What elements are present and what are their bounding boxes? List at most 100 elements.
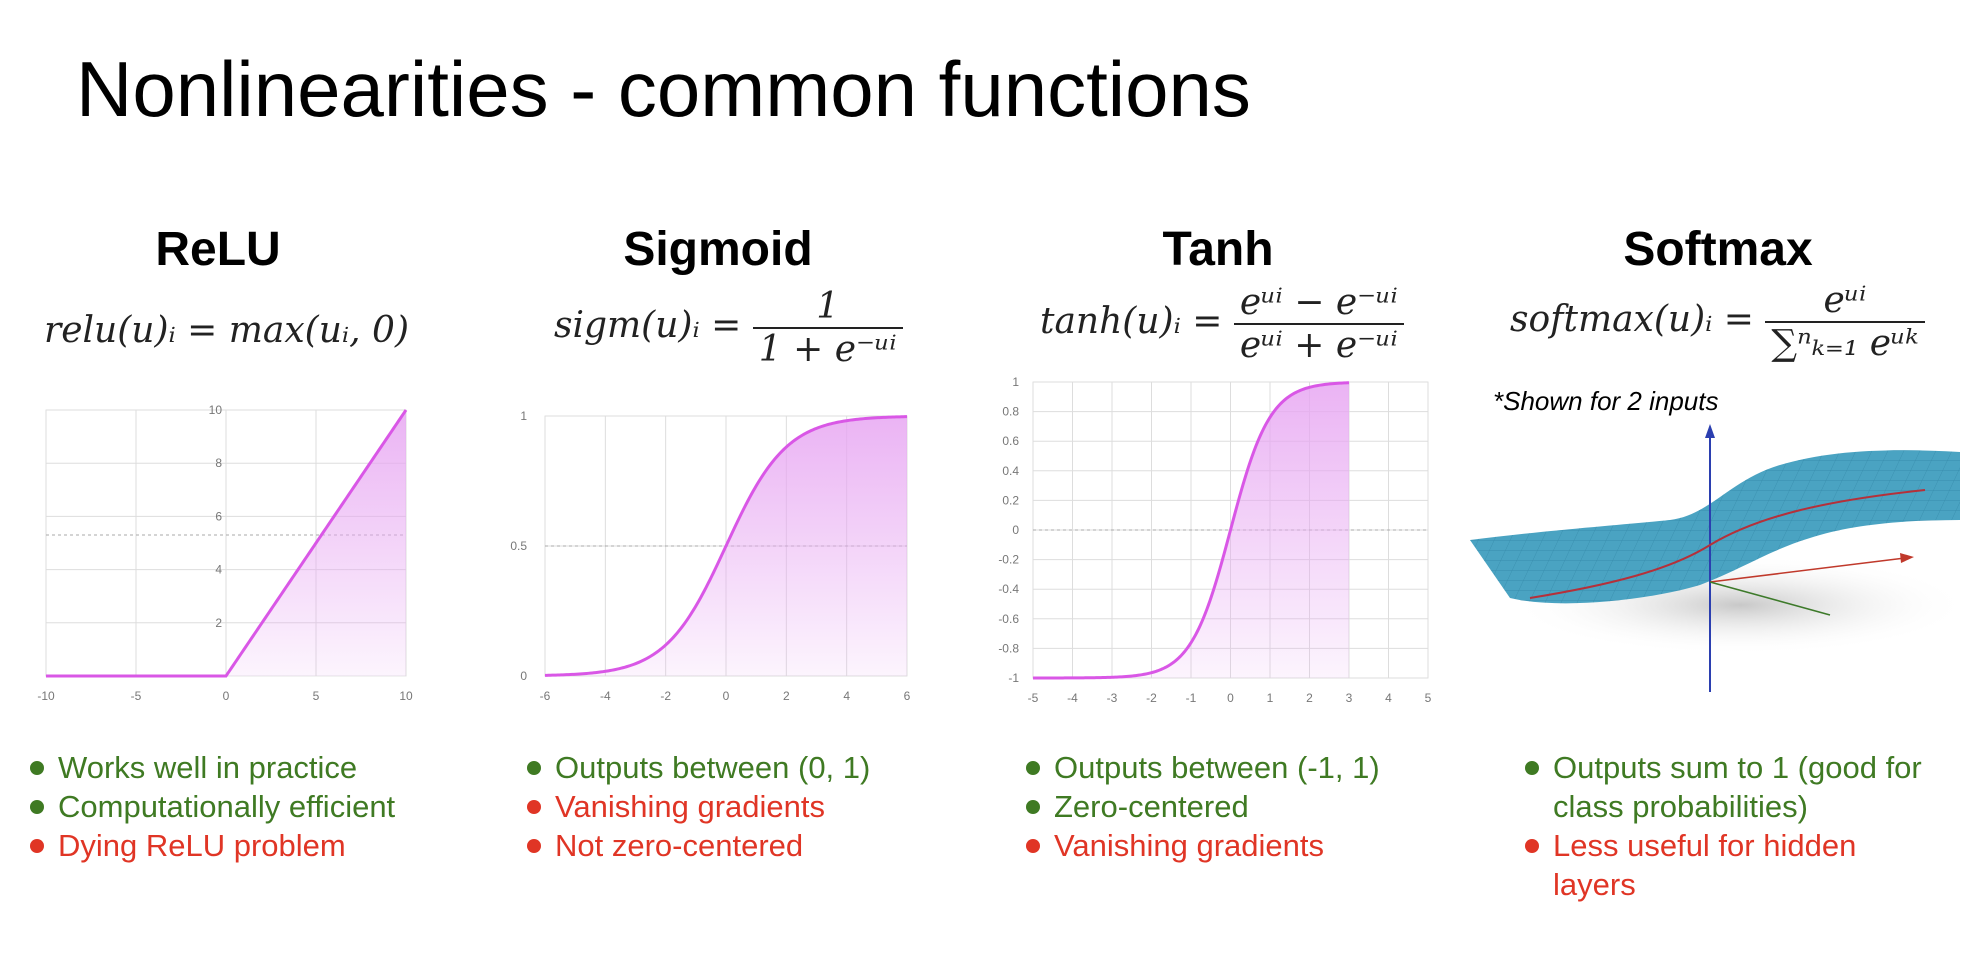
tanh-x-tick-label: -2 xyxy=(1146,691,1157,705)
relu-y-tick-label: 6 xyxy=(215,509,222,523)
softmax-surface-chart xyxy=(1470,424,1960,692)
tanh-y-tick-label: 0.2 xyxy=(1002,493,1019,507)
tanh-formula-lhs: tanh(u)ᵢ = xyxy=(1040,301,1223,342)
bullet-text: Vanishing gradients xyxy=(1054,828,1324,863)
tanh-y-tick-label: -0.6 xyxy=(998,612,1019,626)
relu-bullet-1: Works well in practice xyxy=(28,748,458,787)
tanh-chart: -5 -4 -3 -2 -1 0 1 2 3 4 5 1 0.8 0.6 0.4 0.2 0 -0.2 -0.4 -0… xyxy=(998,375,1432,705)
sigmoid-denominator: 1 + e⁻ᵘⁱ xyxy=(752,327,903,370)
x-axis-arrow xyxy=(1900,553,1914,563)
relu-y-tick-label: 8 xyxy=(215,456,222,470)
tanh-y-tick-label: -0.4 xyxy=(998,582,1019,596)
tanh-y-tick-label: -0.2 xyxy=(998,553,1019,567)
bullet-text: Zero-centered xyxy=(1054,789,1249,824)
tanh-bullets: Outputs between (-1, 1) Zero-centered Va… xyxy=(1024,748,1454,865)
bullet-dot xyxy=(1525,761,1539,775)
sigmoid-fraction: 1 1 + e⁻ᵘⁱ xyxy=(752,286,903,370)
tanh-x-tick-label: -1 xyxy=(1186,691,1197,705)
sigmoid-y-tick-label: 0 xyxy=(520,669,527,683)
bullet-text: Dying ReLU problem xyxy=(58,828,346,863)
softmax-numerator: eᵘⁱ xyxy=(1823,280,1867,321)
softmax-fraction: eᵘⁱ ∑ⁿₖ₌₁ eᵘᵏ xyxy=(1765,280,1925,364)
sigmoid-bullets: Outputs between (0, 1) Vanishing gradien… xyxy=(525,748,955,865)
y-axis xyxy=(1709,581,1831,616)
tanh-x-tick-label: 3 xyxy=(1346,691,1353,705)
tanh-y-tick-label: -0.8 xyxy=(998,641,1019,655)
tanh-area xyxy=(1033,382,1349,678)
bullet-dot xyxy=(30,761,44,775)
tanh-bullet-2: Zero-centered xyxy=(1024,787,1454,826)
tanh-x-tick-label: 2 xyxy=(1306,691,1313,705)
sigmoid-x-tick-label: -6 xyxy=(540,689,551,703)
sigmoid-x-tick-label: 0 xyxy=(723,689,730,703)
bullet-dot xyxy=(527,839,541,853)
sigmoid-x-tick-label: 6 xyxy=(904,689,911,703)
sigmoid-formula: sigm(u)ᵢ = 1 1 + e⁻ᵘⁱ xyxy=(554,286,903,370)
tanh-numerator: eᵘⁱ − e⁻ᵘⁱ xyxy=(1239,282,1398,323)
tanh-denominator: eᵘⁱ + e⁻ᵘⁱ xyxy=(1233,323,1404,366)
relu-formula: relu(u)ᵢ = max(uᵢ, 0) xyxy=(44,310,409,351)
surface-mesh-grid xyxy=(1470,450,1960,604)
relu-x-tick-label: 10 xyxy=(399,689,413,703)
relu-formula-text: relu(u)ᵢ = max(uᵢ, 0) xyxy=(44,310,409,351)
relu-bullet-2: Computationally efficient xyxy=(28,787,458,826)
relu-x-tick-label: -5 xyxy=(131,689,142,703)
tanh-x-tick-label: -4 xyxy=(1067,691,1078,705)
bullet-dot xyxy=(1525,839,1539,853)
x-axis xyxy=(1709,557,1906,583)
bullet-text: Not zero-centered xyxy=(555,828,804,863)
relu-x-tick-label: 5 xyxy=(313,689,320,703)
tanh-y-tick-label: 0.4 xyxy=(1002,464,1019,478)
tanh-bullet-3: Vanishing gradients xyxy=(1024,826,1454,865)
bullet-dot xyxy=(30,800,44,814)
relu-bullets: Works well in practice Computationally e… xyxy=(28,748,458,865)
sigmoid-x-tick-label: 4 xyxy=(843,689,850,703)
z-axis-arrow xyxy=(1705,424,1715,438)
bullet-dot xyxy=(1026,800,1040,814)
sigmoid-numerator: 1 xyxy=(816,286,840,327)
relu-y-tick-label: 2 xyxy=(215,616,222,630)
relu-title: ReLU xyxy=(155,223,281,276)
bullet-text: Less useful for hidden layers xyxy=(1553,828,1857,902)
bullet-dot xyxy=(1026,761,1040,775)
softmax-denominator: ∑ⁿₖ₌₁ eᵘᵏ xyxy=(1765,321,1925,364)
tanh-y-tick-label: 0.8 xyxy=(1002,405,1019,419)
tanh-formula: tanh(u)ᵢ = eᵘⁱ − e⁻ᵘⁱ eᵘⁱ + e⁻ᵘⁱ xyxy=(1040,282,1404,366)
tanh-y-tick-label: -1 xyxy=(1008,671,1019,685)
sigmoid-bullet-3: Not zero-centered xyxy=(525,826,955,865)
relu-y-tick-label: 4 xyxy=(215,563,222,577)
tanh-x-tick-label: 0 xyxy=(1227,691,1234,705)
tanh-y-tick-label: 1 xyxy=(1012,375,1019,389)
bullet-text: Outputs between (-1, 1) xyxy=(1054,750,1380,785)
softmax-formula-lhs: softmax(u)ᵢ = xyxy=(1510,299,1754,340)
sigmoid-chart: -6 -4 -2 0 2 4 6 0 0.5 1 xyxy=(510,409,911,703)
bullet-text: Outputs between (0, 1) xyxy=(555,750,871,785)
sigmoid-x-tick-label: -2 xyxy=(660,689,671,703)
softmax-note: *Shown for 2 inputs xyxy=(1493,386,1719,416)
bullet-text: Vanishing gradients xyxy=(555,789,825,824)
bullet-dot xyxy=(30,839,44,853)
bullet-dot xyxy=(527,800,541,814)
sigmoid-y-tick-label: 1 xyxy=(520,409,527,423)
softmax-bullets: Outputs sum to 1 (good for class probabi… xyxy=(1523,748,1923,904)
tanh-y-tick-label: 0.6 xyxy=(1002,434,1019,448)
relu-chart: -10 -5 0 5 10 2 4 6 8 10 xyxy=(37,403,413,703)
relu-area xyxy=(46,410,406,676)
bullet-dot xyxy=(1026,839,1040,853)
tanh-x-tick-label: 1 xyxy=(1267,691,1274,705)
bullet-text: Computationally efficient xyxy=(58,789,396,824)
tanh-x-tick-label: -3 xyxy=(1107,691,1118,705)
sigmoid-bullet-2: Vanishing gradients xyxy=(525,787,955,826)
sigmoid-formula-lhs: sigm(u)ᵢ = xyxy=(554,305,742,346)
relu-y-tick-label: 10 xyxy=(209,403,223,417)
softmax-title: Softmax xyxy=(1623,223,1813,276)
softmax-bullet-2: Less useful for hidden layers xyxy=(1523,826,1923,904)
sigmoid-x-tick-label: 2 xyxy=(783,689,790,703)
tanh-y-tick-label: 0 xyxy=(1012,523,1019,537)
sigmoid-title: Sigmoid xyxy=(623,223,813,276)
sigmoid-x-tick-label: -4 xyxy=(600,689,611,703)
softmax-formula: softmax(u)ᵢ = eᵘⁱ ∑ⁿₖ₌₁ eᵘᵏ xyxy=(1510,280,1925,364)
tanh-x-tick-label: 5 xyxy=(1425,691,1432,705)
tanh-bullet-1: Outputs between (-1, 1) xyxy=(1024,748,1454,787)
softmax-bullet-1: Outputs sum to 1 (good for class probabi… xyxy=(1523,748,1923,826)
